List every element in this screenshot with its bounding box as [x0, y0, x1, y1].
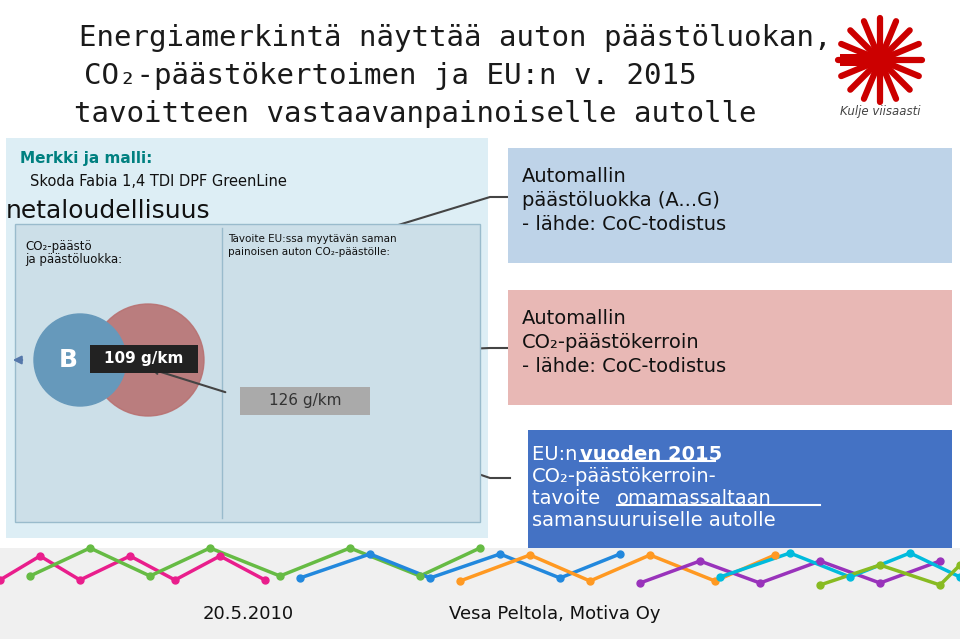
Text: 126 g/km: 126 g/km — [269, 394, 341, 408]
FancyBboxPatch shape — [15, 224, 480, 522]
Text: Tavoite EU:ssa myytävän saman: Tavoite EU:ssa myytävän saman — [228, 234, 396, 244]
FancyBboxPatch shape — [528, 430, 952, 555]
FancyBboxPatch shape — [90, 345, 198, 373]
FancyBboxPatch shape — [508, 290, 952, 405]
Text: samansuuruiselle autolle: samansuuruiselle autolle — [532, 511, 776, 530]
Text: - lähde: CoC-todistus: - lähde: CoC-todistus — [522, 215, 726, 233]
Text: 20.5.2010: 20.5.2010 — [203, 605, 294, 623]
Text: CO₂-päästö: CO₂-päästö — [25, 240, 91, 253]
Circle shape — [34, 314, 126, 406]
Text: Kulje viisaasti: Kulje viisaasti — [840, 105, 921, 118]
Text: tavoitteen vastaavanpainoiselle autolle: tavoitteen vastaavanpainoiselle autolle — [74, 100, 756, 128]
Text: Merkki ja malli:: Merkki ja malli: — [20, 151, 153, 167]
FancyBboxPatch shape — [0, 548, 960, 639]
Text: CO₂-päästökertoimen ja EU:n v. 2015: CO₂-päästökertoimen ja EU:n v. 2015 — [84, 62, 696, 90]
Text: Automallin: Automallin — [522, 167, 627, 185]
Text: - lähde: CoC-todistus: - lähde: CoC-todistus — [522, 357, 726, 376]
Text: painoisen auton CO₂-päästölle:: painoisen auton CO₂-päästölle: — [228, 247, 390, 257]
Circle shape — [92, 304, 204, 416]
Text: ja päästöluokka:: ja päästöluokka: — [25, 253, 122, 266]
Text: Energiamerkintä näyttää auton päästöluokan,: Energiamerkintä näyttää auton päästöluok… — [79, 24, 831, 52]
Text: 109 g/km: 109 g/km — [105, 351, 183, 367]
Text: päästöluokka (A...G): päästöluokka (A...G) — [522, 190, 720, 210]
Text: Vesa Peltola, Motiva Oy: Vesa Peltola, Motiva Oy — [449, 605, 660, 623]
Text: omamassaltaan: omamassaltaan — [617, 489, 772, 509]
Text: Automallin: Automallin — [522, 309, 627, 328]
Text: EU:n: EU:n — [532, 445, 584, 465]
FancyBboxPatch shape — [240, 387, 370, 415]
Text: Skoda Fabia 1,4 TDI DPF GreenLine: Skoda Fabia 1,4 TDI DPF GreenLine — [30, 174, 287, 189]
Text: netaloudellisuus: netaloudellisuus — [6, 199, 210, 223]
FancyBboxPatch shape — [6, 138, 488, 538]
FancyBboxPatch shape — [508, 148, 952, 263]
Text: tavoite: tavoite — [532, 489, 607, 509]
Text: B: B — [59, 348, 78, 372]
Text: vuoden 2015: vuoden 2015 — [580, 445, 722, 465]
Text: CO₂-päästökerroin: CO₂-päästökerroin — [522, 332, 700, 351]
Text: CO₂-päästökerroin-: CO₂-päästökerroin- — [532, 468, 717, 486]
FancyBboxPatch shape — [840, 54, 890, 66]
